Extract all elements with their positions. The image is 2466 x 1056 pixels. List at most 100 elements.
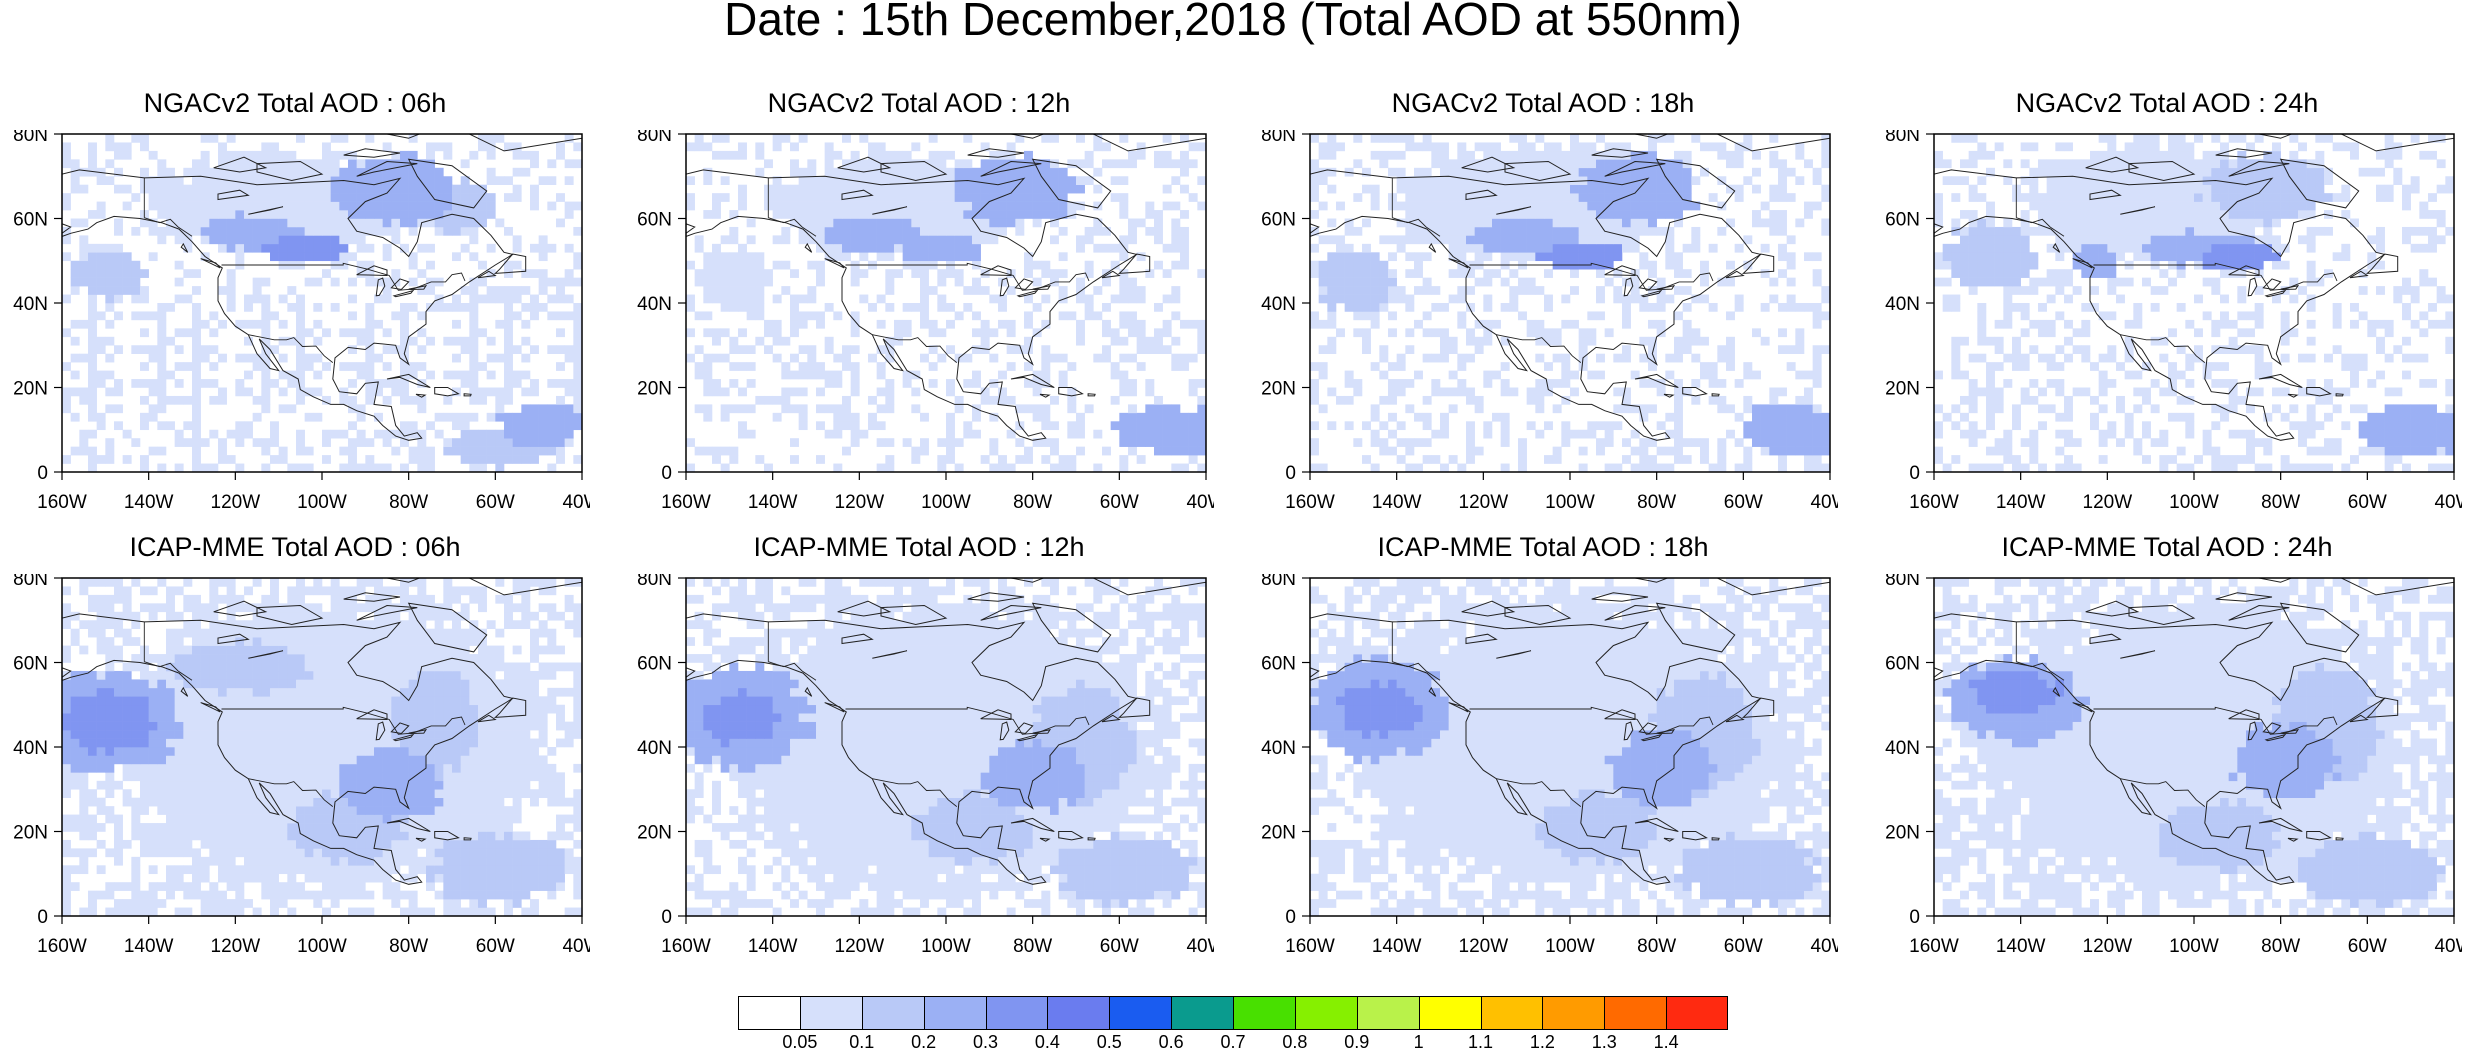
aod-cell xyxy=(1812,463,1822,472)
aod-cell xyxy=(2410,294,2420,304)
aod-cell xyxy=(2055,345,2065,354)
aod-cell xyxy=(2012,463,2021,472)
aod-cell xyxy=(1327,387,1337,397)
aod-cell xyxy=(1500,387,1510,397)
aod-cell xyxy=(1639,404,1649,414)
aod-cell xyxy=(2038,463,2047,472)
aod-cell xyxy=(946,218,955,228)
aod-cell xyxy=(1622,319,1631,329)
aod-cell xyxy=(469,890,479,900)
lake-outline xyxy=(2089,189,2122,201)
aod-cell xyxy=(859,159,869,169)
aod-cell xyxy=(694,362,704,371)
aod-cell xyxy=(885,243,895,253)
aod-cell xyxy=(2228,210,2238,219)
aod-cell xyxy=(920,446,929,456)
aod-cell xyxy=(460,370,470,380)
aod-cell xyxy=(1414,252,1423,262)
aod-cell xyxy=(2228,260,2238,270)
aod-cell xyxy=(105,142,115,152)
aod-cell xyxy=(2168,201,2177,211)
aod-cell xyxy=(408,167,418,177)
aod-cell xyxy=(712,387,721,397)
lake-outline xyxy=(356,265,388,277)
aod-cell xyxy=(1310,167,1319,177)
aod-cell xyxy=(365,463,375,472)
aod-cell xyxy=(963,421,973,431)
aod-cell xyxy=(772,142,782,152)
aod-cell xyxy=(902,243,912,253)
aod-cell xyxy=(2211,260,2221,270)
aod-cell xyxy=(894,269,903,278)
aod-cell xyxy=(218,201,227,211)
aod-cell xyxy=(2237,328,2247,338)
aod-cell xyxy=(2246,193,2255,202)
aod-cell xyxy=(2358,429,2368,439)
aod-cell xyxy=(1604,150,1614,160)
aod-cell xyxy=(2289,421,2299,431)
aod-cell xyxy=(1171,429,1181,439)
aod-cell xyxy=(148,379,158,388)
aod-cell xyxy=(1968,184,1978,194)
aod-cell xyxy=(452,387,461,397)
aod-cell xyxy=(1197,395,1206,405)
aod-cell xyxy=(2341,362,2351,371)
aod-cell xyxy=(703,446,713,456)
aod-cell xyxy=(2272,294,2281,304)
aod-cell xyxy=(1648,193,1657,202)
aod-cell xyxy=(1778,412,1787,422)
aod-cell xyxy=(2332,446,2342,456)
aod-cell xyxy=(235,243,245,253)
aod-cell xyxy=(1778,218,1787,228)
aod-cell xyxy=(850,210,860,219)
aod-cell xyxy=(2393,446,2403,456)
aod-cell xyxy=(1431,150,1441,160)
aod-cell xyxy=(920,159,929,169)
aod-cell xyxy=(1812,176,1822,185)
aod-cell xyxy=(1968,193,1978,202)
aod-cell xyxy=(2410,286,2420,295)
aod-cell xyxy=(469,336,479,346)
island-outline xyxy=(356,160,418,177)
aod-cell xyxy=(1041,210,1051,219)
aod-cell xyxy=(1578,243,1588,253)
aod-cell xyxy=(1596,438,1605,447)
aod-cell xyxy=(1682,336,1692,346)
aod-cell xyxy=(365,395,375,405)
aod-cell xyxy=(2185,353,2195,363)
aod-cell xyxy=(1310,176,1319,185)
aod-cell xyxy=(2367,446,2377,456)
aod-cell xyxy=(2220,142,2229,152)
aod-cell xyxy=(2384,446,2394,456)
aod-cell xyxy=(2428,319,2437,329)
aod-cell xyxy=(495,438,505,447)
aod-cell xyxy=(1336,260,1345,270)
aod-cell xyxy=(2272,159,2281,169)
aod-cell xyxy=(1076,319,1085,329)
aod-cell xyxy=(278,243,288,253)
aod-cell xyxy=(1951,455,1961,464)
aod-cell xyxy=(1934,201,1943,211)
aod-cell xyxy=(1674,252,1683,262)
aod-cell xyxy=(876,142,886,152)
aod-cell xyxy=(2402,353,2411,363)
aod-cell xyxy=(261,201,271,211)
aod-cell xyxy=(2090,395,2099,405)
aod-cell xyxy=(1804,404,1813,414)
aod-cell xyxy=(1769,159,1779,169)
aod-cell xyxy=(712,269,721,278)
aod-cell xyxy=(296,311,305,321)
aod-cell xyxy=(885,277,895,287)
aod-cell xyxy=(1665,210,1675,219)
aod-cell xyxy=(1015,201,1025,211)
aod-cell xyxy=(1613,294,1623,304)
aod-cell xyxy=(408,421,418,431)
aod-cell xyxy=(2324,387,2333,397)
aod-cell xyxy=(1396,176,1406,185)
aod-cell xyxy=(469,294,479,304)
aod-cell xyxy=(2350,303,2359,312)
aod-cell xyxy=(348,193,357,202)
island-outline xyxy=(434,387,460,397)
aod-cell xyxy=(1570,235,1579,245)
aod-cell xyxy=(2150,379,2160,388)
